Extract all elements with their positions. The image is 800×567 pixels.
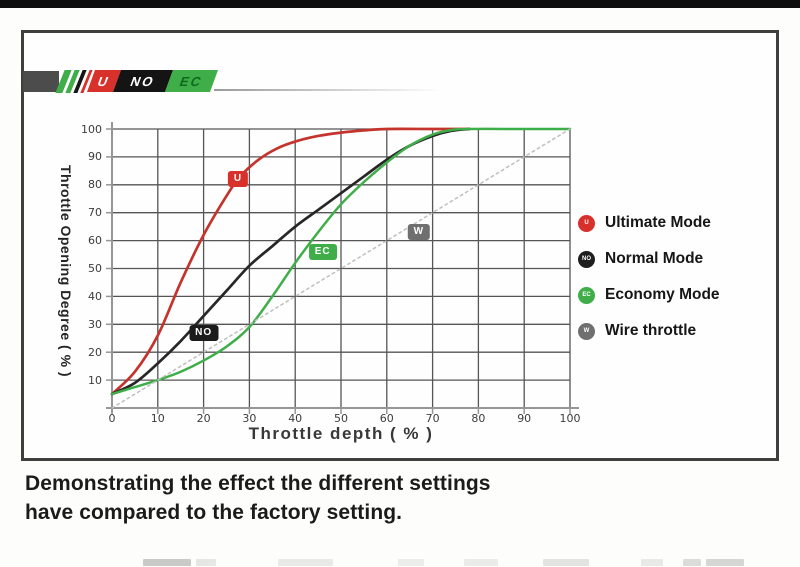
curve-badge-ultimate: U — [227, 171, 249, 188]
caption-line-2: have compared to the factory setting. — [25, 500, 403, 524]
x-tick-label: 30 — [242, 412, 257, 425]
cropped-text-artifact — [464, 559, 498, 566]
x-axis-title: Throttle depth ( % ) — [248, 424, 434, 443]
x-tick-label: 10 — [150, 412, 165, 425]
x-tick-label: 70 — [425, 412, 440, 425]
legend-label: Wire throttle — [605, 322, 697, 339]
legend-label: Normal Mode — [605, 250, 704, 267]
cropped-text-artifact — [278, 559, 333, 566]
y-tick-label: 10 — [88, 373, 102, 387]
figure-caption: Demonstrating the effect the different s… — [25, 470, 491, 528]
y-axis-title: Throttle Opening Degree ( % ) — [58, 164, 74, 378]
y-tick-label: 50 — [88, 262, 102, 275]
legend-item-economy: EC Economy Mode — [578, 277, 720, 313]
legend-label: Ultimate Mode — [605, 214, 711, 231]
curve-badge-wire: W — [407, 224, 431, 241]
wire-throttle-icon: W — [578, 322, 595, 340]
cropped-text-artifact — [706, 559, 744, 566]
x-tick-label: 40 — [288, 412, 303, 425]
legend: U Ultimate Mode NO Normal Mode EC Econom… — [578, 205, 720, 349]
cropped-text-artifact — [143, 559, 191, 566]
logo-segment-economy: EC — [164, 70, 219, 92]
y-tick-label: 70 — [88, 206, 102, 220]
curve-badge-economy: EC — [308, 243, 337, 260]
x-tick-label: 20 — [196, 412, 211, 425]
legend-item-wire: W Wire throttle — [578, 313, 720, 349]
cropped-text-artifact — [641, 559, 663, 566]
x-tick-label: 80 — [471, 412, 486, 425]
top-black-bar — [0, 0, 800, 8]
logo-segment-normal: NO — [112, 70, 174, 92]
y-tick-label: 30 — [88, 317, 102, 331]
normal-mode-icon: NO — [578, 250, 595, 268]
legend-label: Economy Mode — [605, 286, 720, 303]
x-tick-label: 60 — [379, 412, 394, 425]
logo-gray-bar — [23, 71, 59, 92]
economy-mode-icon: EC — [578, 286, 595, 304]
y-tick-label: 20 — [88, 345, 102, 359]
x-tick-label: 50 — [334, 412, 348, 425]
cropped-text-artifact — [196, 559, 216, 566]
caption-line-1: Demonstrating the effect the different s… — [25, 472, 491, 495]
cropped-text-artifact — [683, 559, 701, 566]
x-tick-label: 100 — [559, 412, 581, 425]
y-tick-label: 100 — [81, 122, 102, 136]
x-tick-label: 90 — [517, 412, 532, 425]
legend-item-normal: NO Normal Mode — [578, 241, 720, 277]
ultimate-mode-icon: U — [578, 214, 595, 232]
y-tick-label: 80 — [88, 178, 102, 192]
y-tick-label: 40 — [88, 289, 102, 303]
logo-underline — [214, 89, 442, 91]
y-tick-label: 60 — [88, 234, 102, 248]
x-tick-label: 0 — [108, 412, 116, 425]
curve-badge-normal: NO — [189, 324, 219, 341]
legend-item-ultimate: U Ultimate Mode — [578, 205, 720, 241]
cropped-text-artifact — [543, 559, 589, 566]
cropped-text-artifact — [398, 559, 424, 566]
y-tick-label: 90 — [88, 150, 102, 164]
